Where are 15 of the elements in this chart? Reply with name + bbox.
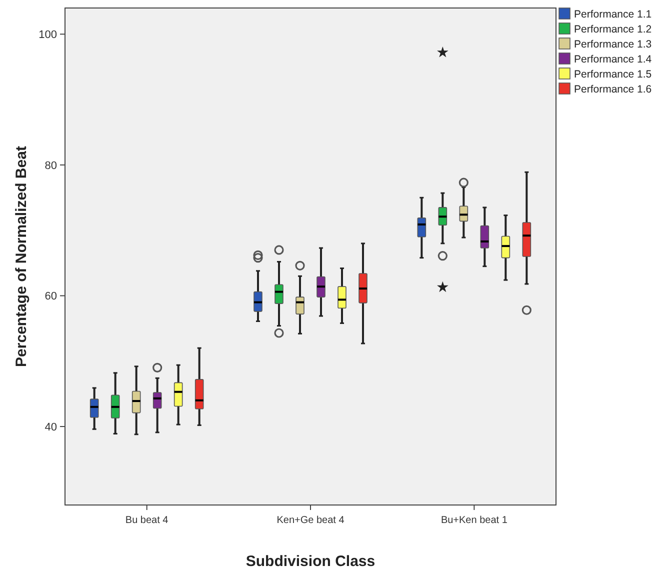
x-tick-label: Bu+Ken beat 1 bbox=[440, 515, 508, 526]
legend-label: Performance 1.6 bbox=[574, 84, 652, 96]
legend-label: Performance 1.3 bbox=[574, 38, 652, 50]
y-axis-title: Percentage of Normalized Beat bbox=[13, 146, 30, 367]
legend-label: Performance 1.1 bbox=[574, 8, 652, 20]
legend-label: Performance 1.4 bbox=[574, 54, 652, 66]
legend-label: Performance 1.5 bbox=[574, 68, 652, 80]
x-tick-label: Ken+Ge beat 4 bbox=[276, 515, 345, 526]
y-tick-label: 40 bbox=[44, 421, 57, 434]
y-tick-label: 60 bbox=[44, 290, 57, 303]
y-tick-label: 80 bbox=[44, 160, 57, 172]
x-axis-title: Subdivision Class bbox=[246, 553, 376, 570]
x-tick-label: Bu beat 4 bbox=[125, 515, 169, 526]
y-tick-label: 100 bbox=[38, 29, 57, 42]
legend-label: Performance 1.2 bbox=[574, 24, 652, 36]
